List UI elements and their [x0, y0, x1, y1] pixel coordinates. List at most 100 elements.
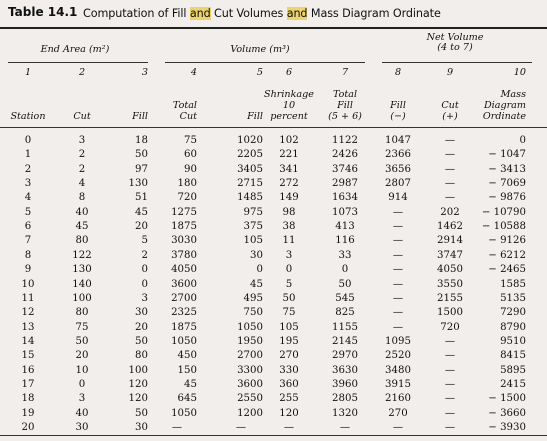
table-cell: 1095: [385, 335, 411, 347]
table-cell: 0: [141, 264, 148, 276]
table-title-bar: Table 14.1 Computation of Fill and Cut V…: [0, 0, 547, 27]
table-cell: 914: [388, 192, 408, 204]
table-cell: 1275: [171, 206, 197, 218]
table-cell: 0: [519, 135, 526, 146]
table-cell: 2520: [385, 350, 411, 362]
table-cell: 75: [184, 135, 197, 146]
table-cell: 2987: [332, 178, 358, 190]
table-cell: 150: [177, 364, 197, 376]
table-cell: 1462: [437, 221, 463, 233]
caption-highlight: and: [286, 7, 308, 20]
table-cell: 2970: [332, 350, 358, 362]
table-cell: 2: [78, 149, 86, 161]
table-cell: 1050: [171, 407, 197, 419]
table-cell: 45: [250, 278, 263, 290]
table-cell: 33: [338, 249, 352, 261]
column-label: Station: [10, 111, 46, 122]
table-cell: 330: [279, 364, 299, 376]
table-cell: 50: [135, 149, 148, 161]
table-cell: 2426: [332, 149, 358, 161]
table-cell: 0: [24, 135, 32, 146]
table-cell: 6: [24, 221, 32, 233]
table-cell: 45: [135, 206, 148, 218]
table-cell: 3915: [385, 378, 411, 390]
table-cell: —: [444, 393, 456, 405]
table-cell: 3600: [237, 378, 263, 390]
table-cell: 50: [282, 292, 296, 304]
table-cell: 2: [141, 249, 148, 261]
table-cell: 7290: [500, 307, 526, 319]
table-cell: 1485: [237, 192, 263, 204]
table-cell: 8: [78, 192, 86, 204]
table-cell: 1875: [171, 321, 197, 333]
table-cell: 2415: [500, 378, 526, 390]
table-cell: 272: [279, 178, 299, 190]
table-cell: 2155: [437, 292, 463, 304]
table-cell: —: [392, 235, 404, 247]
column-label: Ordinate: [482, 111, 526, 122]
table-cell: 3960: [332, 378, 358, 390]
column-number: 10: [513, 67, 526, 78]
table-cell: 341: [279, 163, 299, 175]
table-cell: 0: [78, 378, 86, 390]
table-cell: —: [444, 335, 456, 347]
table-cell: 4: [24, 192, 32, 204]
table-cell: 20: [21, 422, 35, 433]
table-cell: 102: [279, 135, 299, 146]
table-cell: 45: [75, 221, 89, 233]
table-cell: 16: [21, 364, 35, 376]
table-cell: 3550: [437, 278, 463, 290]
table-cell: 20: [75, 350, 89, 362]
column-label: Total: [172, 100, 197, 111]
table-cell: − 1500: [488, 393, 526, 405]
table-cell: 15: [21, 350, 35, 362]
table-cell: 40: [75, 206, 89, 218]
table-cell: 1500: [437, 307, 463, 319]
caption-text: Mass Diagram Ordinate: [307, 7, 441, 20]
table-cell: − 9126: [488, 235, 526, 247]
table-cell: 50: [338, 278, 352, 290]
table-cell: 120: [128, 378, 148, 390]
caption-text: Computation of Fill: [83, 7, 190, 20]
bottom-rule: [0, 435, 547, 436]
table-cell: 1200: [237, 407, 263, 419]
table-cell: 2700: [237, 350, 263, 362]
table-cell: 545: [335, 292, 355, 304]
table-cell: 5: [141, 235, 148, 247]
group-header-net-volume: Net Volume (4 to 7): [400, 33, 510, 53]
column-label: Cut: [441, 100, 459, 111]
table-cell: 975: [243, 206, 263, 218]
table-caption: Computation of Fill and Cut Volumes and …: [83, 7, 441, 20]
table-cell: 120: [128, 393, 148, 405]
table-cell: − 3930: [488, 422, 526, 433]
column-label: (5 + 6): [328, 111, 362, 122]
table-cell: 221: [279, 149, 299, 161]
table-cell: 5135: [500, 292, 526, 304]
table-cell: 116: [335, 235, 355, 247]
title-rule: [0, 27, 547, 29]
table-cell: 130: [72, 264, 92, 276]
table-cell: 19: [21, 407, 35, 419]
table-cell: —: [392, 278, 404, 290]
table-cell: 120: [279, 407, 299, 419]
table-cell: 2325: [171, 307, 197, 319]
table-cell: 450: [177, 350, 197, 362]
table-cell: 18: [135, 135, 148, 146]
table-cell: 30: [75, 422, 89, 433]
table-cell: 105: [243, 235, 263, 247]
table-cell: 8415: [500, 350, 526, 362]
group-header-volume: Volume (m³): [230, 44, 290, 55]
table-cell: 825: [335, 307, 355, 319]
column-number: 4: [190, 67, 197, 78]
net-volume-line2: (4 to 7): [437, 42, 473, 53]
table-cell: − 10790: [481, 206, 526, 218]
table-cell: —: [392, 249, 404, 261]
column-label: Mass: [500, 89, 526, 100]
table-cell: 3: [78, 135, 86, 146]
table-cell: —: [392, 307, 404, 319]
table-cell: 11: [282, 235, 296, 247]
column-label: Diagram: [483, 100, 526, 111]
table-cell: − 2465: [488, 264, 526, 276]
table-cell: 149: [279, 192, 299, 204]
table-cell: 360: [279, 378, 299, 390]
